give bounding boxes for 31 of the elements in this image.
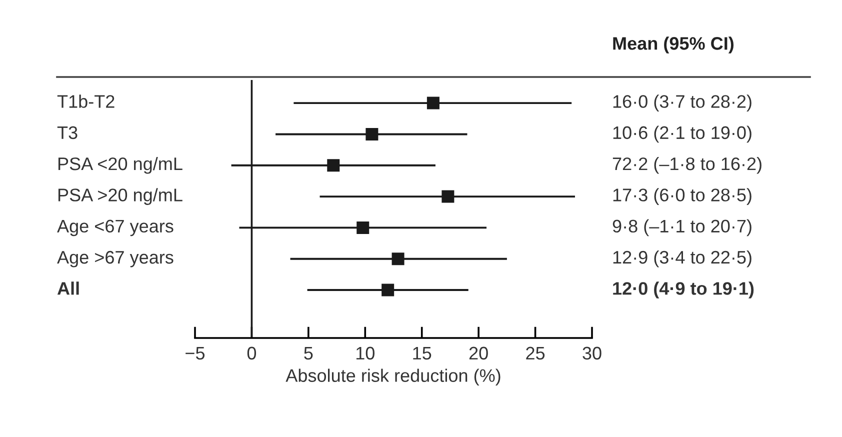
text: 9·8 (–1·1 to 20·7) (612, 219, 752, 236)
point (366, 128, 378, 140)
point (327, 159, 340, 172)
x-tick-label: 10 (356, 346, 374, 360)
x-axis-title: Absolute risk reduction (%) (286, 368, 500, 386)
y-tick-label: T1b-T2 (57, 94, 114, 108)
point (426, 96, 440, 110)
text: 10·6 (2·1 to 19·0) (613, 126, 752, 143)
x-tick-label: 20 (469, 346, 488, 360)
x-tick-label: 15 (413, 346, 432, 360)
x-tick-label: 25 (526, 346, 545, 360)
point (442, 190, 454, 203)
x-tick-label: 5 (304, 346, 313, 360)
y-tick-label: Age >67 years (57, 250, 174, 268)
y-tick-label: Age <67 years (57, 220, 174, 236)
text: 17·3 (6·0 to 28·5) (613, 188, 752, 205)
text: 12·0 (4·9 to 19·1) (613, 282, 754, 298)
y-tick-label: PSA >20 ng/mL (58, 188, 182, 205)
text: 12·9 (3·4 to 22·5) (613, 250, 752, 268)
point (392, 252, 404, 266)
x-tick-label: 30 (582, 346, 602, 360)
x-tick-label: −5 (186, 346, 205, 360)
text: 72·2 (–1·8 to 16·2) (612, 156, 762, 174)
y-tick-label: PSA <20 ng/mL (58, 156, 182, 174)
y-tick-label: All (57, 282, 79, 295)
text: Mean (95% CI) (613, 36, 734, 54)
x-tick-label: 0 (247, 346, 256, 360)
text: 16·0 (3·7 to 28·2) (613, 94, 752, 112)
point (356, 221, 370, 234)
y-tick-label: T3 (57, 126, 78, 140)
point (382, 284, 394, 296)
